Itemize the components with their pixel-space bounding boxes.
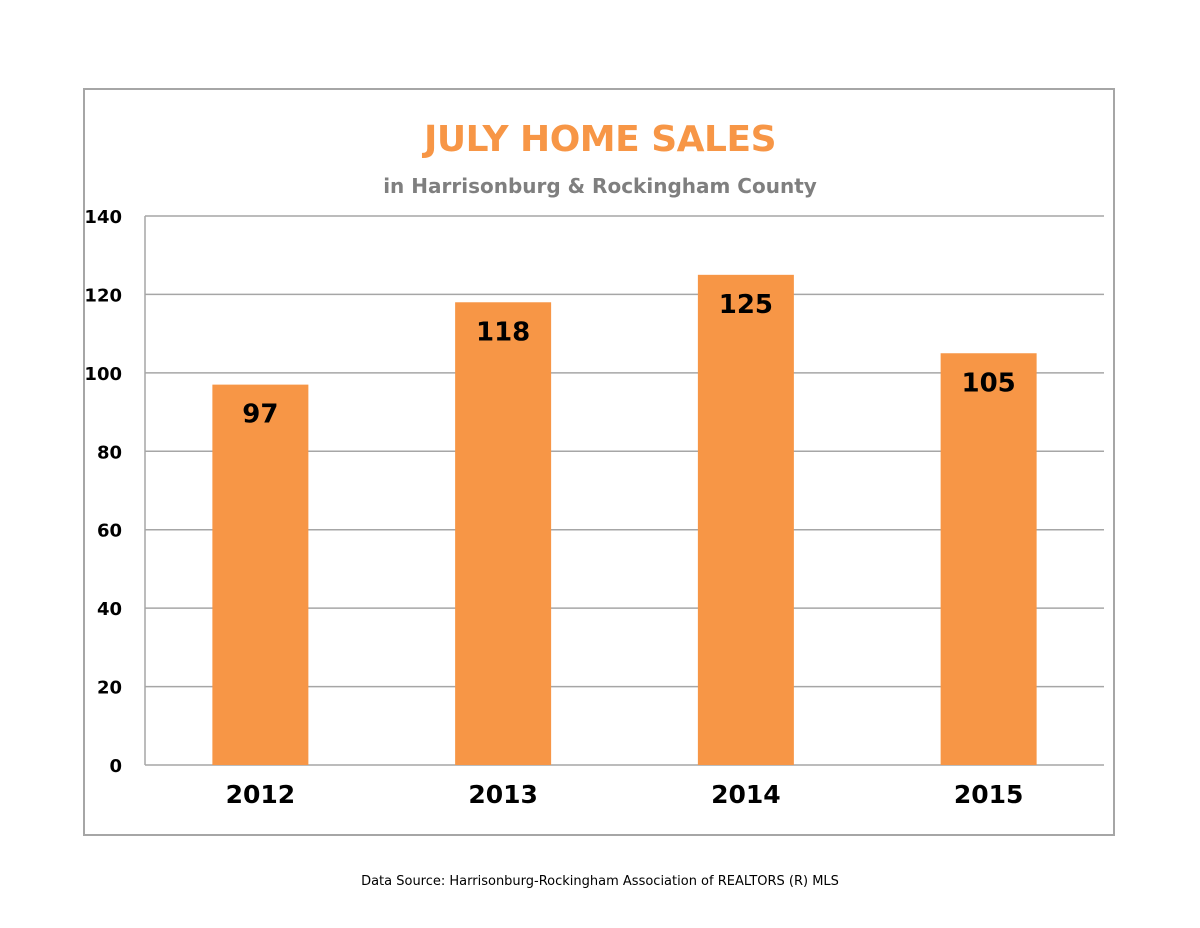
data-labels: 97 118 125 105 bbox=[242, 290, 1015, 430]
x-tick-label-2013: 2013 bbox=[468, 780, 538, 809]
y-tick-label: 20 bbox=[97, 678, 122, 699]
bar-2015 bbox=[940, 353, 1037, 765]
bars bbox=[212, 274, 1037, 765]
y-tick-label: 0 bbox=[109, 756, 122, 777]
chart-title: JULY HOME SALES bbox=[424, 119, 777, 160]
y-tick-label: 60 bbox=[97, 521, 122, 542]
x-tick-label-2015: 2015 bbox=[954, 780, 1024, 809]
data-label-2015: 105 bbox=[961, 368, 1015, 398]
x-tick-label-2014: 2014 bbox=[711, 780, 781, 809]
data-label-2014: 125 bbox=[719, 290, 773, 320]
data-label-2013: 118 bbox=[476, 317, 530, 347]
x-tick-label-2012: 2012 bbox=[226, 780, 296, 809]
x-axis-ticks: 2012 2013 2014 2015 bbox=[226, 780, 1024, 809]
bar-2014 bbox=[697, 274, 794, 765]
chart-subtitle: in Harrisonburg & Rockingham County bbox=[383, 174, 817, 198]
data-source-note: Data Source: Harrisonburg-Rockingham Ass… bbox=[361, 874, 839, 889]
y-tick-label: 100 bbox=[84, 364, 122, 385]
y-tick-label: 40 bbox=[97, 599, 122, 620]
data-label-2012: 97 bbox=[242, 400, 278, 430]
bar-2013 bbox=[455, 302, 552, 765]
bar-2012 bbox=[212, 384, 309, 765]
y-tick-label: 120 bbox=[84, 285, 122, 306]
y-tick-label: 80 bbox=[97, 442, 122, 463]
y-tick-label: 140 bbox=[84, 207, 122, 228]
y-axis-ticks: 0 20 40 60 80 100 120 140 bbox=[84, 207, 122, 777]
